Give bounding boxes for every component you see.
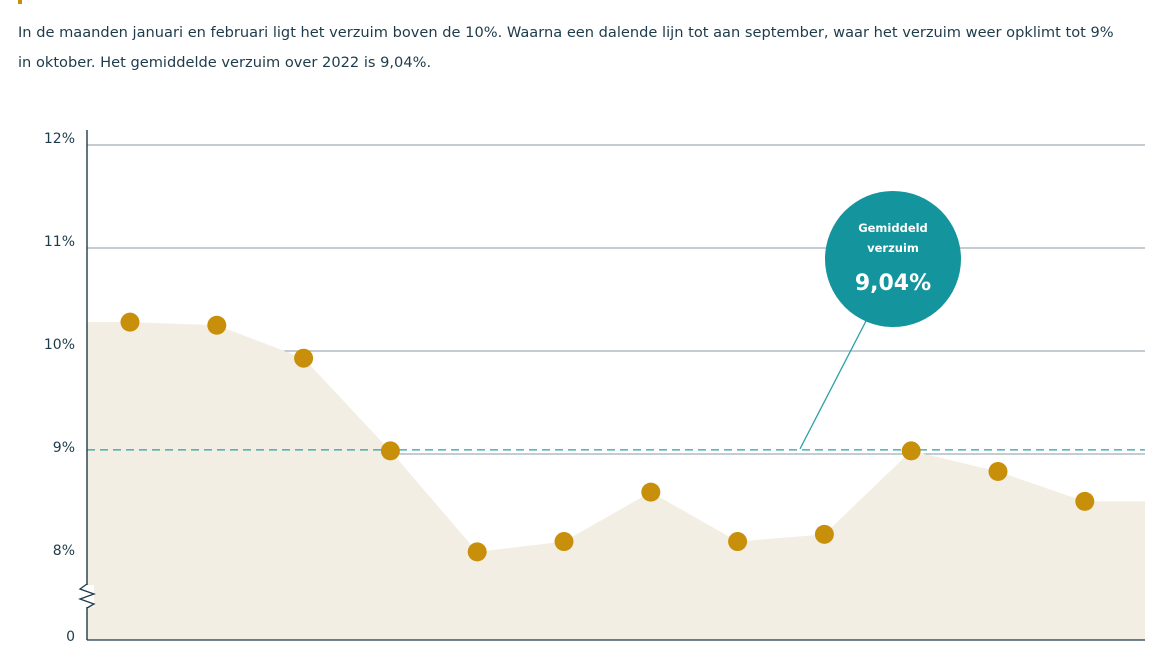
data-point: [120, 312, 140, 332]
y-tick-label: 0: [66, 629, 75, 645]
average-label-line1: Gemiddeld: [858, 221, 928, 235]
data-point: [988, 462, 1008, 482]
absence-area: [87, 322, 1145, 640]
data-point: [207, 315, 227, 335]
top-accent-mark: [18, 0, 22, 4]
average-label-line2: verzuim: [867, 241, 919, 255]
data-point: [554, 532, 574, 552]
data-point: [641, 482, 661, 502]
average-leader-line: [799, 320, 867, 450]
average-bubble-circle: [825, 191, 961, 327]
data-point: [467, 542, 487, 562]
axis-break-icon: [78, 583, 96, 609]
data-point: [294, 348, 314, 368]
marker-layer: [120, 312, 1095, 562]
y-tick-label: 9%: [53, 440, 75, 456]
y-tick-label: 8%: [53, 543, 75, 559]
average-bubble: Gemiddeld verzuim 9,04%: [799, 191, 961, 450]
y-tick-label: 10%: [44, 337, 75, 353]
chart-description: In de maanden januari en februari ligt h…: [18, 24, 1114, 71]
axis-layer: 12% 11% 10% 9% 8% 0: [44, 130, 1145, 645]
average-value: 9,04%: [855, 271, 931, 296]
data-point: [1075, 491, 1095, 511]
data-point: [380, 441, 400, 461]
data-point: [814, 524, 834, 544]
y-tick-label: 11%: [44, 234, 75, 250]
data-point: [901, 441, 921, 461]
y-tick-label: 12%: [44, 131, 75, 147]
data-point: [728, 532, 748, 552]
